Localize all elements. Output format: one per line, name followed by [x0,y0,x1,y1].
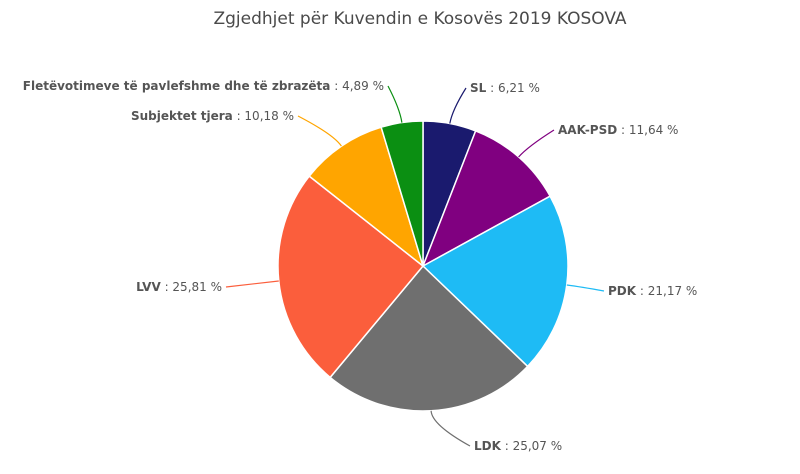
leader-line-subjektet-tjera [297,115,342,147]
slice-label-flet-votimeve-t-pavlefshme-dhe-t-zbraz-ta: Fletëvotimeve të pavlefshme dhe të zbraz… [23,79,384,93]
slice-label-name: Fletëvotimeve të pavlefshme dhe të zbraz… [23,79,331,93]
chart-title: Zgjedhjet për Kuvendin e Kosovës 2019 KO… [213,9,626,29]
pie-labels: SL : 6,21 % AAK-PSD : 11,64 % PDK : 21,17 … [23,79,698,453]
pie-slice-pdk [421,195,569,368]
slice-label-sl: SL : 6,21 % [470,81,540,95]
leader-line-aak-psd [518,129,555,158]
slice-label-separator: : [161,280,173,294]
slice-label-ldk: LDK : 25,07 % [474,439,562,453]
pie-slice-flet-votimeve-t-pavlefshme-dhe-t-zbraz-ta [380,120,424,267]
slice-label-value: 10,18 % [244,109,294,123]
pie-slice-lvv [277,175,425,379]
slice-label-separator: : [636,284,648,298]
slice-label-name: Subjektet tjera [131,109,233,123]
slice-label-pdk: PDK : 21,17 % [608,284,697,298]
slice-label-separator: : [617,123,629,137]
slice-label-aak-psd: AAK-PSD : 11,64 % [558,123,678,137]
leader-line-pdk [566,284,605,292]
slice-label-name: LDK [474,439,502,453]
pie-slice-ldk [329,264,529,412]
slice-label-subjektet-tjera: Subjektet tjera : 10,18 % [131,109,294,123]
slice-label-name: PDK [608,284,637,298]
pie-leader-lines [225,85,605,447]
slice-label-separator: : [501,439,513,453]
leader-line-sl [449,87,467,124]
leader-line-flet-votimeve-t-pavlefshme-dhe-t-zbraz-ta [387,85,403,123]
slice-label-separator: : [330,79,342,93]
pie-slice-subjektet-tjera [308,126,425,269]
pie-slice-aak-psd [421,129,552,268]
slice-label-separator: : [233,109,245,123]
slice-label-value: 25,81 % [172,280,222,294]
slice-label-value: 11,64 % [629,123,679,137]
leader-line-ldk [430,410,471,447]
slice-label-name: LVV [136,280,161,294]
slice-label-separator: : [486,81,498,95]
slice-label-value: 25,07 % [513,439,563,453]
leader-line-lvv [225,280,279,288]
slice-label-value: 6,21 % [498,81,540,95]
slice-label-name: AAK-PSD [558,123,617,137]
slice-label-value: 4,89 % [342,79,384,93]
pie-slices [277,120,569,412]
slice-label-value: 21,17 % [648,284,698,298]
slice-label-lvv: LVV : 25,81 % [136,280,222,294]
slice-label-name: SL [470,81,487,95]
